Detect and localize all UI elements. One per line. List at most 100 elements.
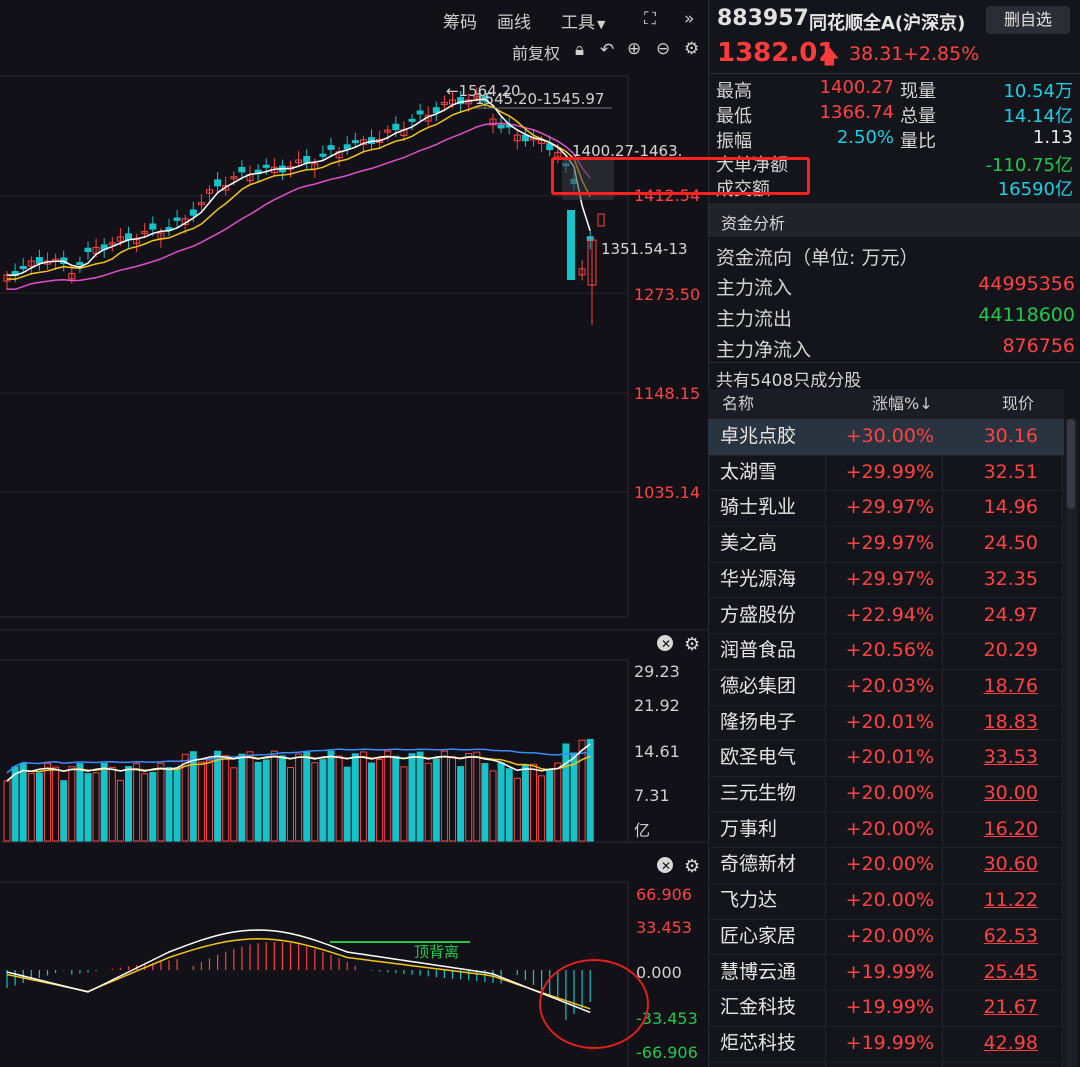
tools-label: 工具 bbox=[561, 13, 595, 33]
table-row[interactable]: 美之高 +29.97% 24.50 bbox=[708, 526, 1064, 563]
undo-icon[interactable]: ↶ bbox=[600, 40, 615, 60]
volume-bar bbox=[327, 750, 335, 842]
candle-body bbox=[206, 189, 213, 194]
chart-area[interactable]: 筹码 画线 工具 ▼ ⛶ » 前复权 🔒︎ ↶ ⊕ ⊖ ⚙ 1412 bbox=[0, 0, 708, 1067]
macd-histogram bbox=[6, 942, 591, 1020]
stock-price: 30.60 bbox=[983, 853, 1038, 876]
volume-axis-label: 14.61 bbox=[634, 742, 680, 761]
tools-menu[interactable]: 工具 ▼ bbox=[561, 8, 605, 33]
main-outflow-label: 主力流出 bbox=[716, 308, 793, 330]
main-outflow-value: 44118600 bbox=[978, 304, 1075, 326]
volume-bar bbox=[68, 766, 76, 842]
scrollbar-thumb[interactable] bbox=[1067, 419, 1075, 509]
table-row[interactable]: 炬芯科技 +19.99% 42.98 bbox=[708, 1026, 1064, 1063]
close-pane-icon[interactable] bbox=[657, 857, 673, 873]
candle-body bbox=[27, 260, 35, 267]
stock-price: 20.29 bbox=[983, 639, 1038, 662]
price-annotation: 1351.54-13 bbox=[601, 240, 688, 258]
table-row[interactable]: 飞力达 +20.00% 11.22 bbox=[708, 883, 1064, 920]
volume-bar bbox=[295, 753, 303, 842]
volume-bar bbox=[392, 755, 400, 842]
zoom-out-icon[interactable]: ⊖ bbox=[656, 39, 671, 59]
table-row[interactable]: 万事利 +20.00% 16.20 bbox=[708, 812, 1064, 849]
table-row[interactable]: 太湖雪 +29.99% 32.51 bbox=[708, 455, 1064, 492]
lock-icon[interactable]: 🔒︎ bbox=[575, 40, 585, 60]
column-header-price[interactable]: 现价 bbox=[1002, 394, 1035, 413]
stock-name: 三元生物 bbox=[720, 782, 797, 804]
pane-settings-icon[interactable]: ⚙ bbox=[684, 856, 700, 877]
volume-bar bbox=[76, 763, 84, 842]
volume-bar bbox=[513, 777, 521, 842]
table-row[interactable]: 奇德新材 +20.00% 30.60 bbox=[708, 847, 1064, 885]
table-row[interactable]: 匠心家居 +20.00% 62.53 bbox=[708, 919, 1064, 956]
settings-gear-icon[interactable]: ⚙ bbox=[684, 39, 700, 59]
stat-value: 14.14亿 bbox=[1003, 106, 1073, 127]
pane-settings-icon[interactable]: ⚙ bbox=[684, 634, 700, 655]
fund-analysis-header[interactable]: 资金分析 bbox=[709, 203, 1080, 237]
draw-line-button[interactable]: 画线 bbox=[497, 13, 531, 33]
adjust-mode-button[interactable]: 前复权 bbox=[512, 44, 561, 63]
table-row[interactable]: 卓兆点胶 +30.00% 30.16 bbox=[708, 419, 1064, 456]
volume-bar bbox=[3, 780, 11, 842]
stock-price: 14.96 bbox=[983, 496, 1038, 519]
table-row[interactable]: 隆扬电子 +20.01% 18.83 bbox=[708, 705, 1064, 742]
table-row[interactable]: 方盛股份 +22.94% 24.97 bbox=[708, 598, 1064, 635]
volume-axis-label: 7.31 bbox=[634, 786, 670, 805]
volume-bar bbox=[19, 762, 27, 842]
table-row[interactable]: 慧博云通 +19.99% 25.45 bbox=[708, 955, 1064, 992]
table-row[interactable]: 华光源海 +29.97% 32.35 bbox=[708, 562, 1064, 599]
table-row[interactable]: 三元生物 +20.00% 30.00 bbox=[708, 776, 1064, 813]
collapse-panel-icon[interactable]: » bbox=[684, 9, 695, 29]
stock-change: +29.97% bbox=[845, 567, 934, 590]
volume-bar bbox=[206, 759, 213, 842]
table-row[interactable]: 骑士乳业 +29.97% 14.96 bbox=[708, 490, 1064, 528]
chart-canvas[interactable]: 1412.54 1273.50 1148.15 1035.14 ←1564.20… bbox=[0, 0, 708, 1067]
stock-change: +29.97% bbox=[845, 496, 934, 519]
stock-name: 美之高 bbox=[720, 532, 778, 555]
table-row[interactable]: 润普食品 +20.56% 20.29 bbox=[708, 633, 1064, 670]
zoom-in-icon[interactable]: ⊕ bbox=[627, 39, 642, 59]
close-pane-icon[interactable] bbox=[657, 635, 673, 651]
stock-change: +22.94% bbox=[845, 603, 934, 626]
candle-body bbox=[92, 246, 100, 254]
big-net-value: -110.75亿 bbox=[985, 155, 1073, 176]
column-header-name[interactable]: 名称 bbox=[722, 394, 755, 413]
stock-price: 16.20 bbox=[983, 817, 1038, 840]
remove-watchlist-button[interactable]: 删自选 bbox=[986, 6, 1070, 34]
table-row[interactable]: 欧圣电气 +20.01% 33.53 bbox=[708, 740, 1064, 777]
volume-unit-label: 亿 bbox=[634, 821, 650, 840]
volume-bar bbox=[424, 762, 432, 842]
chips-button[interactable]: 筹码 bbox=[443, 13, 477, 33]
stock-name: 方盛股份 bbox=[720, 603, 797, 626]
candle-body bbox=[587, 239, 597, 286]
candle-body bbox=[384, 129, 392, 133]
candle-body bbox=[116, 236, 124, 242]
volume-bar bbox=[149, 771, 157, 842]
stat-label: 振幅 bbox=[716, 131, 752, 152]
volume-bar bbox=[530, 763, 537, 842]
candle-body bbox=[35, 257, 43, 264]
candlestick-series bbox=[3, 87, 605, 325]
stock-name: 卓兆点胶 bbox=[720, 425, 797, 447]
scrollbar[interactable] bbox=[1065, 419, 1077, 1067]
volume-bar bbox=[303, 751, 311, 842]
fullscreen-icon[interactable]: ⛶ bbox=[644, 9, 656, 29]
volume-bar bbox=[473, 751, 481, 842]
stock-change: +20.00% bbox=[845, 924, 934, 947]
candle-body bbox=[108, 242, 116, 246]
candle-body bbox=[189, 209, 197, 216]
price-pane: 1412.54 1273.50 1148.15 1035.14 ←1564.20… bbox=[0, 75, 700, 618]
candle-body bbox=[76, 262, 84, 266]
candle-body bbox=[432, 107, 440, 114]
price-change: 38.31 bbox=[849, 43, 904, 65]
volume-bar bbox=[400, 766, 408, 842]
main-inflow-label: 主力流入 bbox=[716, 277, 793, 299]
volume-bar bbox=[189, 751, 197, 842]
stock-change: +20.01% bbox=[845, 746, 934, 769]
volume-bar bbox=[497, 762, 505, 842]
volume-bar bbox=[578, 739, 586, 842]
table-row[interactable]: 德必集团 +20.03% 18.76 bbox=[708, 669, 1064, 706]
column-header-change[interactable]: 涨幅%↓ bbox=[872, 394, 933, 413]
table-row[interactable]: 汇金科技 +19.99% 21.67 bbox=[708, 990, 1064, 1027]
price-change-pct: +2.85% bbox=[903, 43, 980, 65]
